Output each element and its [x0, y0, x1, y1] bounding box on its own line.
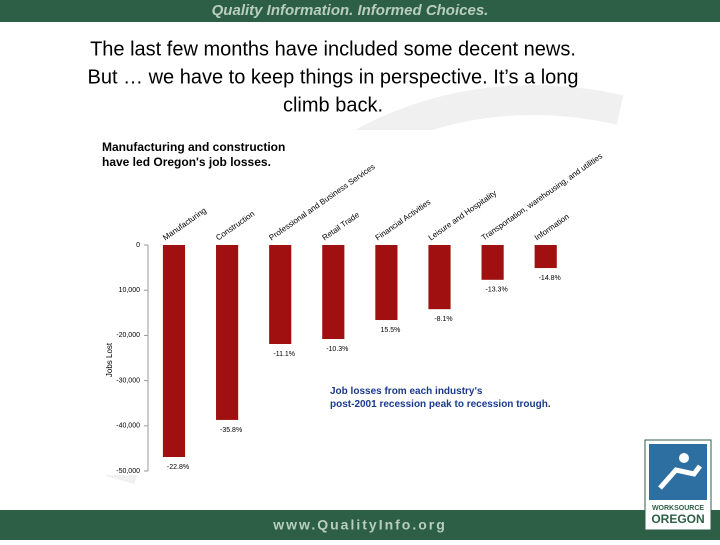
percent-label: -13.3%	[486, 287, 508, 294]
footer-url: www.QualityInfo.org	[272, 517, 447, 533]
percent-label: -14.8%	[539, 275, 561, 282]
bar	[216, 245, 239, 420]
logo-figure	[679, 453, 689, 463]
logo-figure-body	[658, 464, 702, 490]
bar	[428, 245, 451, 310]
percent-label: -10.3%	[326, 346, 348, 353]
logo-text: WORKSOURCE	[652, 505, 704, 512]
bar	[322, 245, 345, 340]
percent-label: -35.8%	[220, 427, 242, 434]
y-tick-label: -40,000	[116, 423, 140, 430]
tagline: Quality Information. Informed Choices.	[212, 2, 489, 19]
y-tick-label: -30,000	[116, 377, 140, 384]
bar	[269, 245, 292, 344]
bar	[162, 245, 186, 457]
bar	[375, 245, 398, 321]
slide-title: But … we have to keep things in perspect…	[87, 66, 578, 88]
percent-label: -11.1%	[273, 351, 295, 358]
logo-text: OREGON	[651, 512, 704, 526]
chart-title: Manufacturing and construction have led O…	[102, 140, 285, 169]
percent-label: -22.8%	[167, 464, 189, 471]
percent-label: 15.5%	[380, 327, 400, 334]
header-bar	[0, 0, 720, 22]
slide-title: The last few months have included some d…	[90, 38, 576, 60]
y-tick-label: 0	[136, 242, 140, 249]
y-tick-label: -20,000	[116, 332, 140, 339]
annotation: Job losses from each industry's post-2001…	[330, 386, 551, 410]
y-tick-label: -50,000	[116, 468, 140, 475]
bar	[534, 245, 557, 269]
percent-label: -8.1%	[434, 316, 452, 323]
y-tick-label: 10,000	[119, 287, 141, 294]
slide-title: climb back.	[283, 94, 383, 116]
footer-bar	[0, 510, 720, 540]
bar	[481, 245, 504, 280]
y-axis-label: Jobs Lost	[105, 342, 114, 377]
